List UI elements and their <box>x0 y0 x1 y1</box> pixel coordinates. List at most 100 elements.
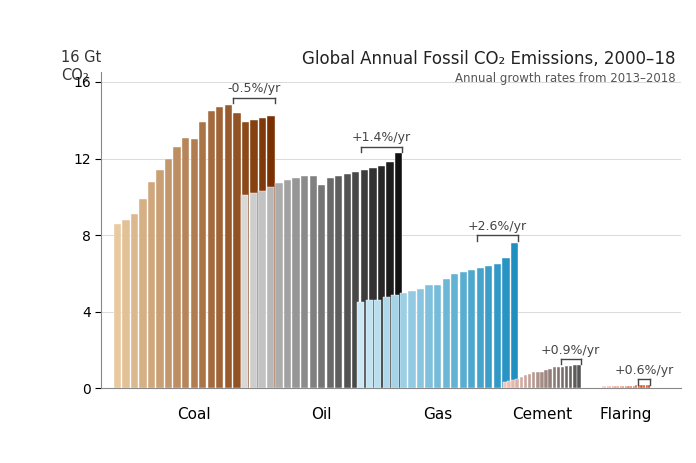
Bar <box>523 375 527 388</box>
Bar <box>459 272 467 388</box>
Bar <box>318 185 325 388</box>
Bar <box>216 107 223 388</box>
Bar <box>434 285 441 388</box>
Bar <box>131 214 138 388</box>
Bar <box>361 170 368 388</box>
Bar <box>374 300 381 388</box>
Bar <box>477 268 484 388</box>
Bar <box>259 119 266 388</box>
Bar <box>503 382 507 388</box>
Bar <box>182 138 189 388</box>
Bar <box>395 153 402 388</box>
Bar <box>528 374 531 388</box>
Text: Oil: Oil <box>311 407 332 422</box>
Bar <box>516 379 519 388</box>
Bar <box>443 279 450 388</box>
Bar <box>335 176 342 388</box>
Bar <box>520 377 523 388</box>
Bar <box>157 170 164 388</box>
Bar <box>148 181 155 388</box>
Bar <box>577 365 580 388</box>
Bar <box>310 176 317 388</box>
Bar <box>258 191 266 388</box>
Bar <box>627 386 630 388</box>
Bar <box>619 386 622 388</box>
Text: -0.5%/yr: -0.5%/yr <box>228 82 280 95</box>
Bar <box>378 166 385 388</box>
Bar <box>604 386 606 388</box>
Bar <box>622 386 624 388</box>
Bar <box>607 386 609 388</box>
Text: +1.4%/yr: +1.4%/yr <box>352 131 411 144</box>
Bar <box>370 168 377 388</box>
Bar <box>485 266 493 388</box>
Bar <box>648 385 650 388</box>
Bar <box>540 372 544 388</box>
Bar <box>233 113 241 388</box>
Bar <box>609 386 612 388</box>
Text: Annual growth rates from 2013–2018: Annual growth rates from 2013–2018 <box>454 72 675 85</box>
Bar <box>643 385 645 388</box>
Bar <box>357 302 365 388</box>
Bar <box>612 386 614 388</box>
Bar <box>536 372 539 388</box>
Bar <box>352 172 360 388</box>
Text: Global Annual Fossil CO₂ Emissions, 2000–18: Global Annual Fossil CO₂ Emissions, 2000… <box>301 50 675 68</box>
Bar <box>635 385 638 388</box>
Bar <box>391 294 399 388</box>
Bar <box>113 224 121 388</box>
Text: Gas: Gas <box>423 407 452 422</box>
Bar <box>425 285 433 388</box>
Bar <box>207 111 215 388</box>
Bar <box>276 183 283 388</box>
Bar <box>569 366 573 388</box>
Bar <box>417 289 424 388</box>
Bar <box>251 120 258 388</box>
Bar <box>468 269 475 388</box>
Bar <box>365 300 373 388</box>
Bar <box>646 385 648 388</box>
Bar <box>250 193 257 388</box>
Bar <box>191 139 198 388</box>
Text: Flaring: Flaring <box>600 407 652 422</box>
Bar <box>139 199 147 388</box>
Bar <box>565 366 569 388</box>
Text: Cement: Cement <box>512 407 572 422</box>
Bar <box>511 243 518 388</box>
Bar <box>267 116 275 388</box>
Bar <box>383 296 390 388</box>
Bar <box>548 369 552 388</box>
Bar <box>386 163 394 388</box>
Bar <box>242 195 248 388</box>
Bar <box>344 174 351 388</box>
Bar <box>640 385 642 388</box>
Bar <box>409 291 416 388</box>
Bar <box>503 258 509 388</box>
Bar <box>173 147 181 388</box>
Bar <box>225 105 232 388</box>
Bar <box>493 264 501 388</box>
Bar <box>532 372 535 388</box>
Bar <box>507 381 511 388</box>
Bar <box>633 386 635 388</box>
Bar <box>326 178 334 388</box>
Bar <box>615 386 617 388</box>
Bar <box>625 386 627 388</box>
Bar <box>630 386 632 388</box>
Bar <box>601 386 603 388</box>
Text: 16 Gt
CO₂: 16 Gt CO₂ <box>61 50 101 82</box>
Bar <box>544 370 548 388</box>
Bar <box>199 122 207 388</box>
Bar <box>242 122 249 388</box>
Text: +0.6%/yr: +0.6%/yr <box>615 364 674 377</box>
Bar <box>301 176 308 388</box>
Bar <box>292 178 300 388</box>
Text: +2.6%/yr: +2.6%/yr <box>468 220 527 233</box>
Bar <box>512 381 515 388</box>
Text: Coal: Coal <box>177 407 211 422</box>
Text: +0.9%/yr: +0.9%/yr <box>541 344 601 357</box>
Bar <box>561 367 564 388</box>
Bar <box>451 274 458 388</box>
Bar <box>617 386 619 388</box>
Bar <box>638 385 640 388</box>
